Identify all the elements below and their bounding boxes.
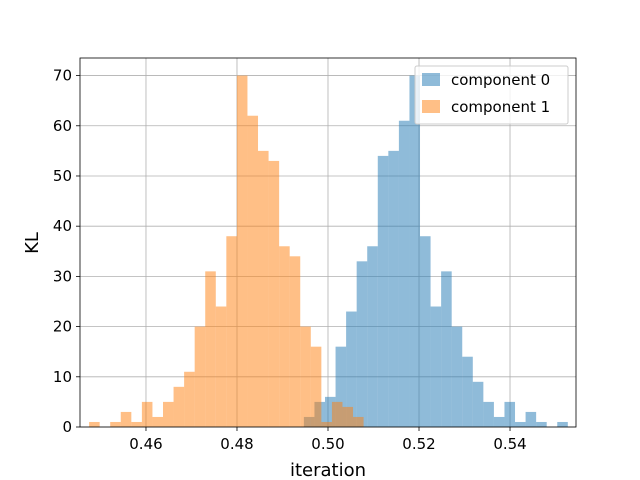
histogram-bar	[462, 356, 473, 427]
histogram-bar	[388, 150, 399, 427]
x-axis-label: iteration	[290, 460, 366, 480]
histogram-bar	[289, 256, 301, 427]
y-tick-label: 0	[62, 418, 72, 436]
x-tick-label: 0.54	[493, 435, 526, 453]
x-tick-label: 0.52	[402, 435, 435, 453]
histogram-bar	[504, 401, 516, 427]
histogram-bar	[310, 346, 322, 427]
histogram-bar	[346, 311, 357, 427]
histogram-bar	[226, 236, 237, 427]
histogram-bar	[279, 246, 290, 427]
histogram-bar	[493, 416, 505, 427]
histogram-bar	[268, 160, 280, 427]
legend-box	[414, 65, 569, 125]
histogram-bar	[335, 346, 347, 427]
histogram-bar	[173, 386, 185, 427]
y-tick-label: 70	[53, 67, 72, 85]
histogram-bars	[89, 75, 568, 428]
histogram-bar	[430, 306, 442, 427]
histogram-bar	[194, 326, 206, 427]
y-tick-label: 10	[53, 368, 72, 386]
histogram-bar	[120, 411, 132, 427]
histogram-bar	[420, 236, 431, 427]
histogram-bar	[215, 306, 227, 427]
legend: component 0 component 1	[414, 65, 569, 125]
histogram-bar	[557, 421, 568, 427]
legend-label-component-1: component 1	[451, 98, 550, 116]
histogram-bar	[342, 406, 354, 427]
legend-swatch-component-0	[422, 73, 440, 86]
histogram-bar	[515, 421, 526, 427]
histogram-bar	[472, 381, 484, 427]
histogram-bar	[356, 261, 368, 427]
histogram-bar	[398, 120, 410, 428]
histogram-bar	[353, 416, 364, 427]
x-tick-label: 0.48	[220, 435, 253, 453]
histogram-bar	[377, 155, 389, 428]
histogram-bar	[441, 271, 452, 427]
histogram-bar	[536, 421, 547, 427]
histogram-bar	[184, 371, 195, 427]
histogram-bar	[300, 326, 311, 427]
histogram-bar	[367, 246, 378, 427]
y-axis-label: KL	[22, 232, 43, 254]
series-0	[303, 75, 568, 428]
x-axis-ticks: 0.46 0.48 0.50 0.52 0.54	[129, 427, 527, 453]
histogram-bar	[89, 421, 100, 427]
legend-label-component-0: component 0	[451, 71, 550, 89]
legend-swatch-component-1	[422, 100, 440, 113]
y-tick-label: 60	[53, 117, 72, 135]
histogram-bar	[331, 401, 343, 427]
y-tick-label: 20	[53, 318, 72, 336]
x-tick-label: 0.46	[129, 435, 162, 453]
histogram-bar	[409, 75, 421, 428]
y-tick-label: 40	[53, 217, 72, 235]
y-tick-label: 30	[53, 267, 72, 285]
histogram-bar	[141, 401, 153, 427]
histogram-bar	[451, 326, 463, 427]
histogram-bar	[236, 75, 248, 428]
histogram-bar	[110, 421, 121, 427]
y-axis-ticks: 0 10 20 30 40 50 60 70	[53, 67, 80, 436]
histogram-bar	[258, 150, 269, 427]
histogram-bar	[205, 271, 216, 427]
y-tick-label: 50	[53, 167, 72, 185]
histogram-bar	[525, 411, 537, 427]
histogram-bar	[483, 401, 494, 427]
histogram-bar	[163, 401, 174, 427]
histogram-bar	[324, 396, 336, 427]
histogram-bar	[131, 421, 142, 427]
histogram-bar	[152, 416, 164, 427]
histogram-bar	[247, 115, 259, 428]
x-tick-label: 0.50	[311, 435, 344, 453]
histogram-bar	[321, 421, 332, 427]
series-1	[89, 75, 364, 428]
